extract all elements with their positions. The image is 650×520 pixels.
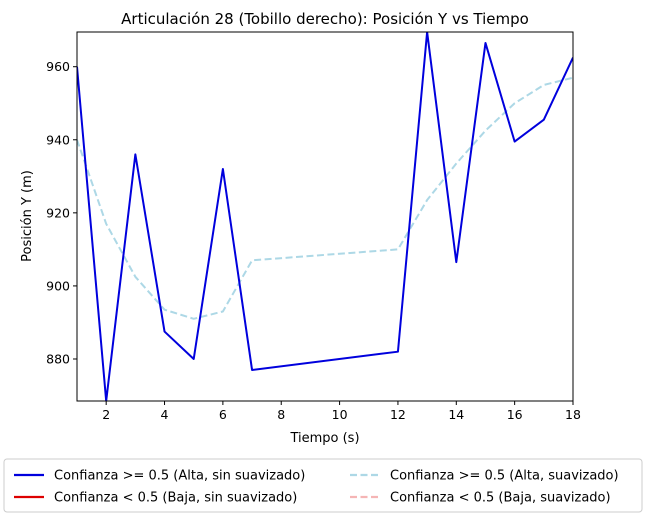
x-tick-label: 6 bbox=[219, 407, 227, 422]
legend-label-2: Confianza >= 0.5 (Alta, suavizado) bbox=[390, 469, 619, 484]
series-layer bbox=[77, 32, 573, 401]
chart-title: Articulación 28 (Tobillo derecho): Posic… bbox=[121, 10, 529, 28]
legend-frame bbox=[3, 458, 643, 513]
legend-label-3: Confianza < 0.5 (Baja, suavizado) bbox=[390, 491, 611, 506]
x-tick-label: 10 bbox=[332, 407, 348, 422]
y-axis: 880 900 920 940 960 bbox=[46, 59, 77, 366]
x-tick-label: 8 bbox=[277, 407, 285, 422]
x-tick-label: 18 bbox=[565, 407, 581, 422]
y-tick-label: 940 bbox=[46, 132, 70, 147]
x-tick-label: 14 bbox=[448, 407, 464, 422]
plot-area bbox=[76, 31, 574, 402]
plot-frame bbox=[76, 31, 574, 402]
legend-label-1: Confianza < 0.5 (Baja, sin suavizado) bbox=[54, 491, 297, 506]
x-tick-label: 12 bbox=[390, 407, 406, 422]
x-axis: 2 4 6 8 10 12 14 16 18 bbox=[102, 401, 581, 422]
y-tick-label: 960 bbox=[46, 59, 70, 74]
y-tick-label: 920 bbox=[46, 205, 70, 220]
legend: Confianza >= 0.5 (Alta, sin suavizado) Co… bbox=[3, 458, 643, 513]
legend-label-0: Confianza >= 0.5 (Alta, sin suavizado) bbox=[54, 469, 305, 484]
series-line-0 bbox=[77, 32, 573, 401]
y-axis-label: Posición Y (m) bbox=[20, 170, 35, 262]
x-axis-label: Tiempo (s) bbox=[289, 431, 359, 446]
series-line-2 bbox=[77, 76, 573, 320]
y-tick-label: 880 bbox=[46, 351, 70, 366]
x-tick-label: 16 bbox=[507, 407, 523, 422]
y-tick-label: 900 bbox=[46, 278, 70, 293]
x-tick-label: 4 bbox=[161, 407, 169, 422]
x-tick-label: 2 bbox=[102, 407, 110, 422]
